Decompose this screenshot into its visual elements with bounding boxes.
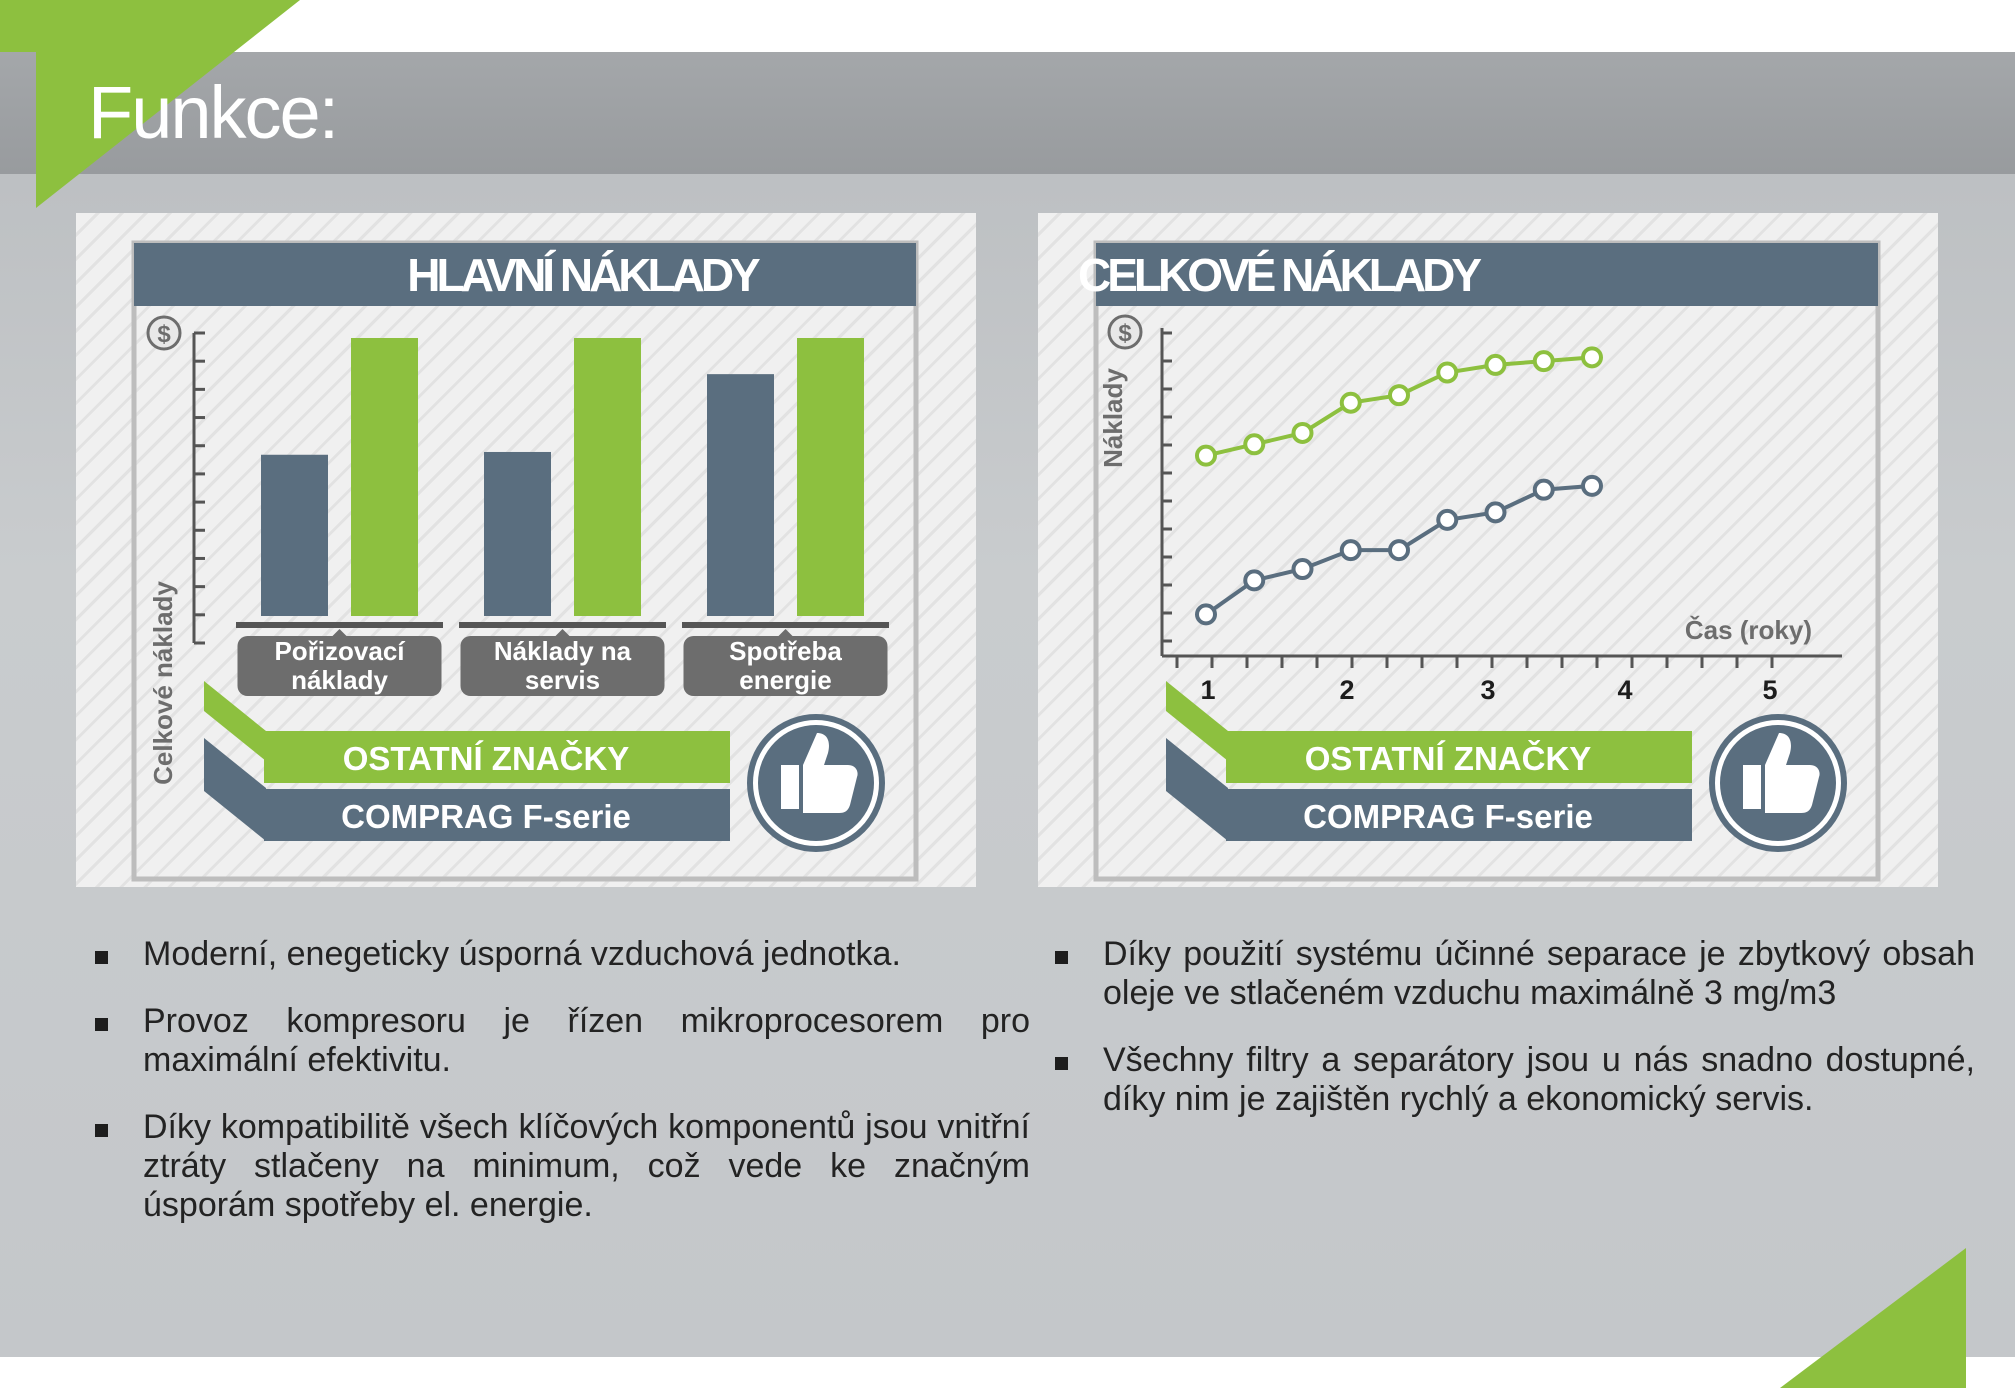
legend-swatch-comprag bbox=[204, 738, 266, 841]
bullet-marker bbox=[1055, 1057, 1068, 1070]
list-item: Moderní, enegeticky úsporná vzduchová je… bbox=[95, 935, 1030, 974]
corner-accent-bottom-right bbox=[1780, 1248, 1966, 1388]
bullet-marker bbox=[95, 1018, 108, 1031]
thumbs-up-icon bbox=[747, 714, 885, 852]
list-item: Provoz kompresoru je řízen mikroprocesor… bbox=[95, 1002, 1030, 1080]
category-label: servis bbox=[525, 665, 600, 695]
data-point bbox=[1243, 433, 1266, 456]
bullet-text: Moderní, enegeticky úsporná vzduchová je… bbox=[143, 935, 901, 973]
panel-title-bar bbox=[134, 243, 916, 306]
dollar-icon: $ bbox=[146, 315, 182, 351]
x-axis-label: Čas (roky) bbox=[1685, 615, 1812, 645]
bullet-text: Všechny filtry a separátory jsou u nás s… bbox=[1103, 1041, 1975, 1118]
title-bar bbox=[0, 52, 2015, 174]
y-axis bbox=[192, 331, 205, 645]
bar bbox=[797, 338, 864, 616]
data-point bbox=[1436, 508, 1459, 531]
legend-swatch-other bbox=[204, 681, 266, 761]
legend-label-other: OSTATNÍ ZNAČKY bbox=[343, 739, 630, 777]
legend-bar-other bbox=[264, 731, 730, 783]
data-point bbox=[1532, 478, 1555, 501]
bullet-list-left: Moderní, enegeticky úsporná vzduchová je… bbox=[95, 935, 1030, 1253]
bar bbox=[574, 338, 641, 616]
bullet-text: Díky použití systému účinné separace je … bbox=[1103, 935, 1975, 1012]
data-point bbox=[1339, 539, 1362, 562]
category-label-box bbox=[237, 636, 442, 696]
legend-bar-other bbox=[1226, 731, 1692, 783]
list-item: Díky kompatibilitě všech klíčových kompo… bbox=[95, 1108, 1030, 1225]
bar bbox=[484, 451, 551, 616]
x-tick-label: 4 bbox=[1617, 675, 1632, 705]
category-label: Spotřeba bbox=[729, 636, 842, 666]
bullet-marker bbox=[1055, 951, 1068, 964]
legend-bar-comprag bbox=[1226, 789, 1692, 841]
category-label-box bbox=[460, 636, 665, 696]
bullet-text: Provoz kompresoru je řízen mikroprocesor… bbox=[143, 1002, 1030, 1079]
data-point bbox=[1581, 346, 1603, 369]
y-axis-label: Náklady bbox=[1098, 368, 1128, 468]
bullet-list-right: Díky použití systému účinné separace je … bbox=[1055, 935, 1975, 1147]
data-point bbox=[1339, 391, 1362, 414]
dollar-icon: $ bbox=[1107, 314, 1143, 350]
data-point bbox=[1436, 361, 1459, 384]
x-tick-label: 3 bbox=[1480, 675, 1495, 705]
legend-label-other: OSTATNÍ ZNAČKY bbox=[1305, 739, 1592, 777]
bar bbox=[351, 338, 418, 616]
category-label-pointer bbox=[554, 629, 571, 637]
bar-chart: HLAVNÍ NÁKLADY $ Celkové náklady Pořizov… bbox=[131, 240, 919, 882]
category-label-box bbox=[683, 636, 888, 696]
x-tick-label: 1 bbox=[1200, 675, 1215, 705]
panel-title: CELKOVÉ NÁKLADY bbox=[1078, 249, 1481, 301]
bar bbox=[707, 374, 774, 616]
panel-total-costs: CELKOVÉ NÁKLADY $ Náklady 1 2 3 4 5 Čas (rok… bbox=[1038, 213, 1938, 887]
data-point bbox=[1532, 350, 1555, 373]
panel-title: HLAVNÍ NÁKLADY bbox=[407, 249, 760, 301]
data-point bbox=[1243, 569, 1266, 592]
bullet-marker bbox=[95, 951, 108, 964]
x-tick-label: 5 bbox=[1762, 675, 1777, 705]
category-label-pointer bbox=[777, 629, 794, 637]
data-point bbox=[1291, 558, 1314, 581]
bar bbox=[261, 454, 328, 616]
category-label: Náklady na bbox=[494, 636, 632, 666]
thumbs-up-icon bbox=[1709, 714, 1847, 852]
panel-main-costs: HLAVNÍ NÁKLADY $ Celkové náklady Pořizov… bbox=[76, 213, 976, 887]
data-point bbox=[1388, 539, 1410, 562]
list-item: Díky použití systému účinné separace je … bbox=[1055, 935, 1975, 1013]
legend: OSTATNÍ ZNAČKY COMPRAG F-serie bbox=[1166, 681, 1692, 841]
category-label: náklady bbox=[291, 665, 388, 695]
category-label: Pořizovací bbox=[274, 636, 405, 666]
data-point bbox=[1195, 444, 1217, 467]
data-point bbox=[1195, 603, 1217, 626]
bullet-text: Díky kompatibilitě všech klíčových kompo… bbox=[143, 1108, 1030, 1224]
list-item: Všechny filtry a separátory jsou u nás s… bbox=[1055, 1041, 1975, 1119]
category-label-pointer bbox=[331, 629, 348, 637]
data-point bbox=[1291, 421, 1314, 444]
legend-swatch-other bbox=[1166, 681, 1228, 761]
legend-bar-comprag bbox=[264, 789, 730, 841]
data-point bbox=[1581, 474, 1603, 497]
svg-text:$: $ bbox=[1118, 320, 1132, 347]
legend: OSTATNÍ ZNAČKY COMPRAG F-serie bbox=[204, 681, 730, 841]
data-point bbox=[1388, 384, 1410, 407]
category-label: energie bbox=[739, 665, 832, 695]
bullet-marker bbox=[95, 1124, 108, 1137]
page-title: Funkce: bbox=[88, 71, 339, 154]
legend-swatch-comprag bbox=[1166, 738, 1228, 841]
svg-text:$: $ bbox=[157, 321, 171, 348]
legend-label-comprag: COMPRAG F-serie bbox=[341, 798, 631, 835]
corner-accent-top-left bbox=[0, 0, 300, 208]
legend-label-comprag: COMPRAG F-serie bbox=[1303, 798, 1593, 835]
y-axis-label: Celkové náklady bbox=[148, 581, 178, 785]
panel-title-bar bbox=[1096, 243, 1878, 306]
x-tick-label: 2 bbox=[1339, 675, 1354, 705]
data-point bbox=[1484, 501, 1507, 524]
data-point bbox=[1484, 353, 1507, 376]
line-chart: CELKOVÉ NÁKLADY $ Náklady 1 2 3 4 5 Čas (rok… bbox=[1078, 240, 1881, 882]
